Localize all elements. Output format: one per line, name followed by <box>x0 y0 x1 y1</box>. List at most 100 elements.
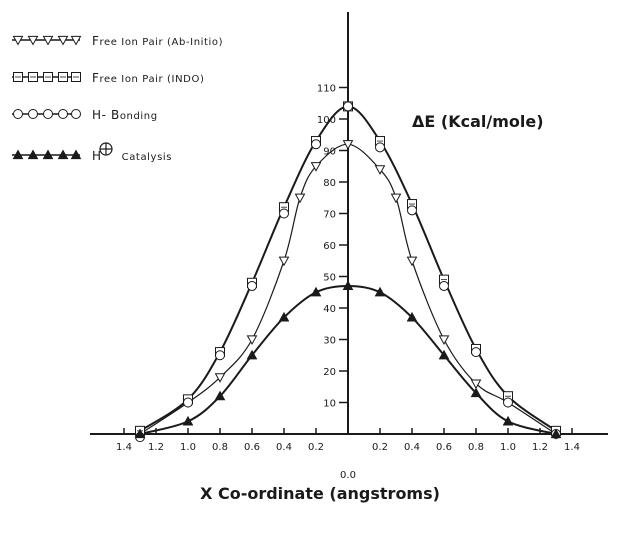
data-point <box>502 415 514 426</box>
legend-label-ab-initio: Free Ion Pair (Ab-Initio) <box>92 34 223 48</box>
x-tick-label: 1.0 <box>180 442 196 453</box>
legend-marker <box>71 109 81 119</box>
legend-marker <box>42 35 54 46</box>
x-origin-label: 0.0 <box>340 470 356 481</box>
data-point <box>406 311 418 322</box>
legend-label-h-catalysis: H Catalysis <box>92 149 172 163</box>
legend-marker <box>12 35 24 46</box>
data-point <box>134 428 146 439</box>
data-point <box>310 162 322 172</box>
legend-item-h-catalysis: H Catalysis <box>12 142 172 163</box>
x-tick-label: 1.4 <box>564 442 580 453</box>
x-tick-label: 1.0 <box>500 442 516 453</box>
x-tick-label: 0.8 <box>212 442 228 453</box>
data-point <box>471 347 481 358</box>
x-tick-label: 0.8 <box>468 442 484 453</box>
legend-sample-h-catalysis <box>12 149 82 160</box>
data-point <box>470 379 482 390</box>
legend-sample-ab-initio <box>12 35 82 46</box>
y-tick-label: 100 <box>317 115 336 126</box>
data-point <box>342 280 354 291</box>
data-point <box>503 397 513 408</box>
data-point <box>214 390 226 401</box>
data-point <box>182 415 194 426</box>
data-point <box>342 140 354 150</box>
legend-item-h-bonding: H- Bonding <box>12 108 158 122</box>
y-tick-label: 110 <box>317 84 336 95</box>
legend-marker <box>13 109 23 119</box>
data-point <box>343 101 353 112</box>
axes <box>90 12 608 435</box>
data-point <box>215 350 225 361</box>
data-point <box>406 256 418 267</box>
data-point <box>374 165 386 175</box>
y-tick-label: 10 <box>323 399 336 410</box>
legend: Free Ion Pair (Ab-Initio) Free Ion Pair … <box>12 34 223 163</box>
legend-marker <box>28 72 38 82</box>
y-tick-label: 30 <box>323 336 336 347</box>
data-point <box>246 349 258 360</box>
data-point <box>310 286 322 297</box>
data-point <box>246 335 258 346</box>
data-point <box>183 397 193 408</box>
x-tick-label: 0.4 <box>276 442 292 453</box>
legend-marker <box>43 109 53 119</box>
data-point <box>278 256 290 267</box>
legend-label-indo: Free Ion Pair (INDO) <box>92 71 204 85</box>
y-axis-title: ΔE (Kcal/mole) <box>412 112 544 131</box>
data-point <box>438 335 450 346</box>
y-tick-label: 60 <box>323 241 336 252</box>
legend-marker <box>27 149 39 160</box>
data-point <box>375 142 385 153</box>
legend-marker <box>57 35 69 46</box>
y-tick-label: 50 <box>323 273 336 284</box>
data-point <box>390 193 402 204</box>
legend-marker <box>70 35 82 46</box>
legend-marker <box>28 109 38 119</box>
data-point <box>550 428 562 439</box>
data-point <box>311 139 321 150</box>
x-tick-label: 0.4 <box>404 442 420 453</box>
x-tick-label: 1.2 <box>148 442 164 453</box>
data-point <box>374 286 386 297</box>
legend-marker <box>70 149 82 160</box>
legend-marker <box>42 149 54 160</box>
data-point <box>294 193 306 204</box>
legend-marker <box>57 149 69 160</box>
x-tick-label: 0.6 <box>244 442 260 453</box>
legend-marker <box>43 72 53 82</box>
oplus-icon <box>99 142 113 156</box>
legend-marker <box>13 72 23 82</box>
y-tick-label: 20 <box>323 367 336 378</box>
legend-sample-h-bonding <box>12 109 81 119</box>
data-point <box>439 280 449 291</box>
x-tick-label: 0.6 <box>436 442 452 453</box>
legend-marker <box>58 72 68 82</box>
x-tick-label: 1.4 <box>116 442 132 453</box>
data-point <box>214 373 226 383</box>
legend-sample-indo <box>12 72 81 82</box>
legend-label-h-bonding: H- Bonding <box>92 108 158 122</box>
y-tick-label: 80 <box>323 178 336 189</box>
data-point <box>470 387 482 398</box>
legend-marker <box>71 72 81 82</box>
data-point <box>247 280 257 291</box>
y-tick-label: 90 <box>323 147 336 158</box>
data-point <box>407 205 417 216</box>
data-point <box>279 208 289 219</box>
y-tick-label: 40 <box>323 304 336 315</box>
markers <box>134 101 562 443</box>
x-tick-label: 0.2 <box>372 442 388 453</box>
data-point <box>438 349 450 360</box>
y-tick-label: 70 <box>323 210 336 221</box>
legend-item-indo: Free Ion Pair (INDO) <box>12 71 204 85</box>
legend-marker <box>58 109 68 119</box>
data-point <box>278 311 290 322</box>
x-axis-title: X Co-ordinate (angstroms) <box>200 484 440 503</box>
legend-item-ab-initio: Free Ion Pair (Ab-Initio) <box>12 34 223 48</box>
x-tick-label: 1.2 <box>532 442 548 453</box>
legend-marker <box>27 35 39 46</box>
ticks: 10 20 30 40 50 60 70 80 90 100 110 1.4 1.2 1.0 0.8 0.6 0… <box>116 84 580 482</box>
x-tick-label: 0.2 <box>308 442 324 453</box>
